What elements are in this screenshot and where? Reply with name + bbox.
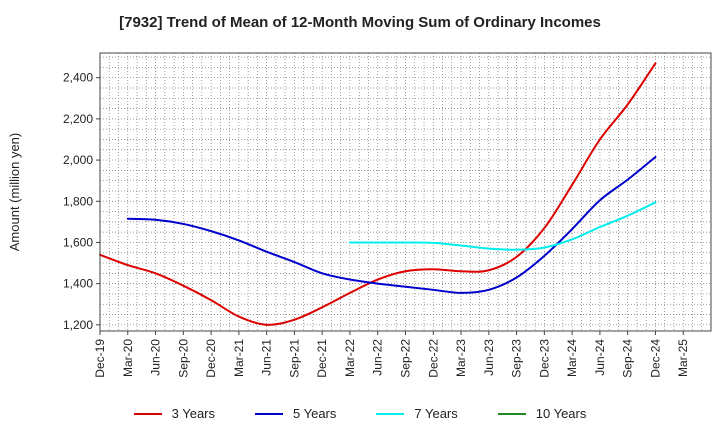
series-line-7-years	[348, 201, 657, 251]
y-axis-label: Amount (million yen)	[7, 133, 22, 252]
x-tick-label: Mar-25	[676, 339, 690, 377]
x-tick-label: Jun-21	[260, 339, 274, 376]
x-tick-label: Jun-22	[371, 339, 385, 376]
x-tick-label: Jun-24	[593, 339, 607, 376]
x-tick-label: Mar-23	[454, 339, 468, 377]
x-tick-label: Dec-21	[315, 339, 329, 378]
x-tick-label: Dec-22	[426, 339, 440, 378]
legend-swatch-5-years	[255, 412, 283, 415]
y-tick-label: 1,800	[63, 194, 93, 208]
x-tick-label: Jun-20	[149, 339, 163, 376]
y-tick-label: 1,600	[63, 235, 93, 249]
y-tick-label: 1,200	[63, 318, 93, 332]
x-tick-label: Dec-24	[648, 339, 662, 378]
y-tick-label: 2,400	[63, 71, 93, 85]
legend-item-3-years: 3 Years	[133, 406, 215, 421]
x-tick-label: Mar-22	[343, 339, 357, 377]
y-tick-label: 2,200	[63, 112, 93, 126]
x-tick-label: Dec-19	[93, 339, 107, 378]
x-tick-label: Jun-23	[482, 339, 496, 376]
x-tick-label: Sep-24	[621, 339, 635, 378]
y-tick-label: 2,000	[63, 153, 93, 167]
legend-swatch-3-years	[133, 412, 162, 415]
legend-item-5-years: 5 Years	[255, 406, 336, 421]
x-axis-ticks: Dec-19 Mar-20 Jun-20 Sep-20 Dec-20 Mar-21 Jun-…	[93, 331, 690, 378]
legend: 3 Years 5 Years 7 Years 10 Years	[0, 406, 720, 421]
legend-label-5-years: 5 Years	[293, 406, 337, 421]
chart-title: [7932] Trend of Mean of 12-Month Moving …	[119, 14, 601, 31]
x-tick-label: Mar-20	[121, 339, 135, 377]
series-line-3-years	[99, 62, 657, 326]
x-tick-label: Sep-22	[399, 339, 413, 378]
x-tick-label: Sep-20	[176, 339, 190, 378]
legend-label-7-years: 7 Years	[414, 406, 458, 421]
series-lines	[99, 62, 657, 326]
series-line-5-years	[126, 155, 657, 294]
x-tick-label: Mar-24	[565, 339, 579, 377]
legend-swatch-10-years	[497, 412, 526, 415]
legend-label-3-years: 3 Years	[171, 406, 215, 421]
y-tick-label: 1,400	[63, 277, 93, 291]
x-tick-label: Sep-21	[287, 339, 301, 378]
x-tick-label: Mar-21	[232, 339, 246, 377]
legend-item-10-years: 10 Years	[497, 406, 587, 421]
legend-label-10-years: 10 Years	[535, 406, 587, 421]
x-tick-label: Dec-20	[204, 339, 218, 378]
x-tick-label: Dec-23	[537, 339, 551, 378]
legend-swatch-7-years	[376, 412, 405, 415]
y-axis-ticks: 1,200 1,400 1,600 1,800 2,000 2,200 2,400	[63, 71, 100, 332]
x-tick-label: Sep-23	[510, 339, 524, 378]
legend-item-7-years: 7 Years	[376, 406, 458, 421]
